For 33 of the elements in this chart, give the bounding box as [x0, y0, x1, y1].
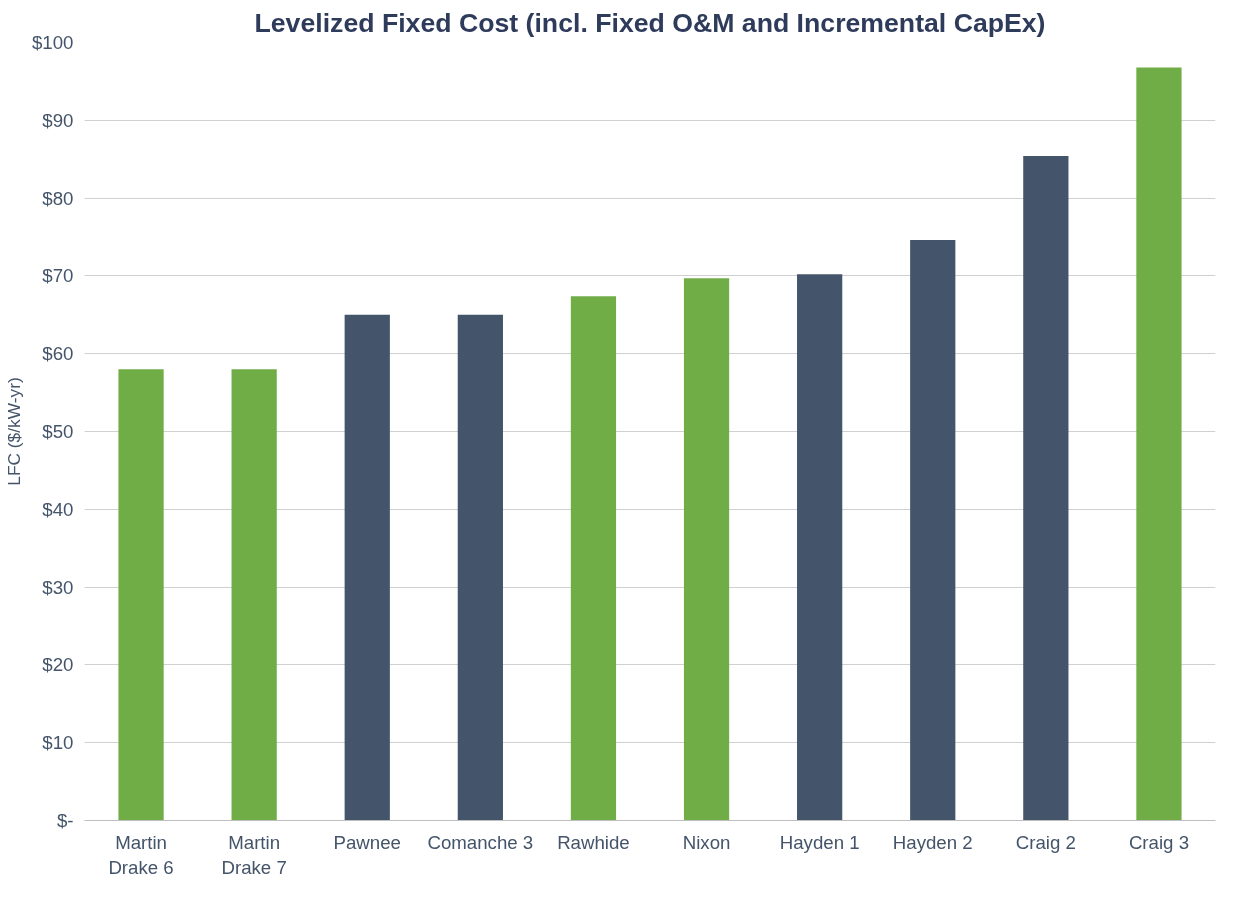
x-tick-label: Rawhide — [557, 831, 630, 853]
bar — [683, 278, 730, 821]
y-tick-label: $80 — [42, 187, 74, 209]
bar — [570, 296, 617, 821]
y-tick-label: $50 — [42, 421, 74, 442]
bar — [797, 274, 843, 821]
bar — [1136, 67, 1182, 821]
chart-title: Levelized Fixed Cost (incl. Fixed O&M and Incremental CapEx) — [254, 7, 1046, 38]
x-tick-label: Craig 3 — [1128, 831, 1190, 853]
y-tick-label: $20 — [42, 654, 74, 676]
x-tick-label: Martin Drake 7 — [221, 831, 287, 878]
y-tick-label: $100 — [32, 32, 74, 53]
y-tick-label: $60 — [42, 343, 74, 365]
x-tick-label: Hayden 1 — [779, 831, 860, 853]
y-axis-title: LFC ($/kW-yr) — [4, 377, 24, 486]
y-tick-label: $30 — [42, 576, 74, 598]
x-tick-label: Craig 2 — [1015, 831, 1076, 853]
bar — [118, 369, 164, 821]
bar — [1023, 156, 1069, 821]
bar — [231, 369, 277, 821]
x-tick-label: Pawnee — [333, 831, 401, 853]
bar — [457, 314, 503, 821]
bar — [344, 314, 390, 821]
x-tick-label: Nixon — [682, 831, 731, 853]
y-tick-label: $70 — [42, 265, 74, 287]
bar — [910, 240, 956, 821]
y-tick-label: $90 — [42, 109, 74, 131]
y-tick-label: $40 — [42, 498, 74, 520]
x-tick-label: Hayden 2 — [892, 831, 973, 853]
y-tick-label: $10 — [42, 732, 74, 754]
x-tick-label: Martin Drake 6 — [108, 831, 174, 878]
x-tick-label: Comanche 3 — [427, 831, 534, 853]
y-tick-label: $- — [56, 810, 74, 831]
